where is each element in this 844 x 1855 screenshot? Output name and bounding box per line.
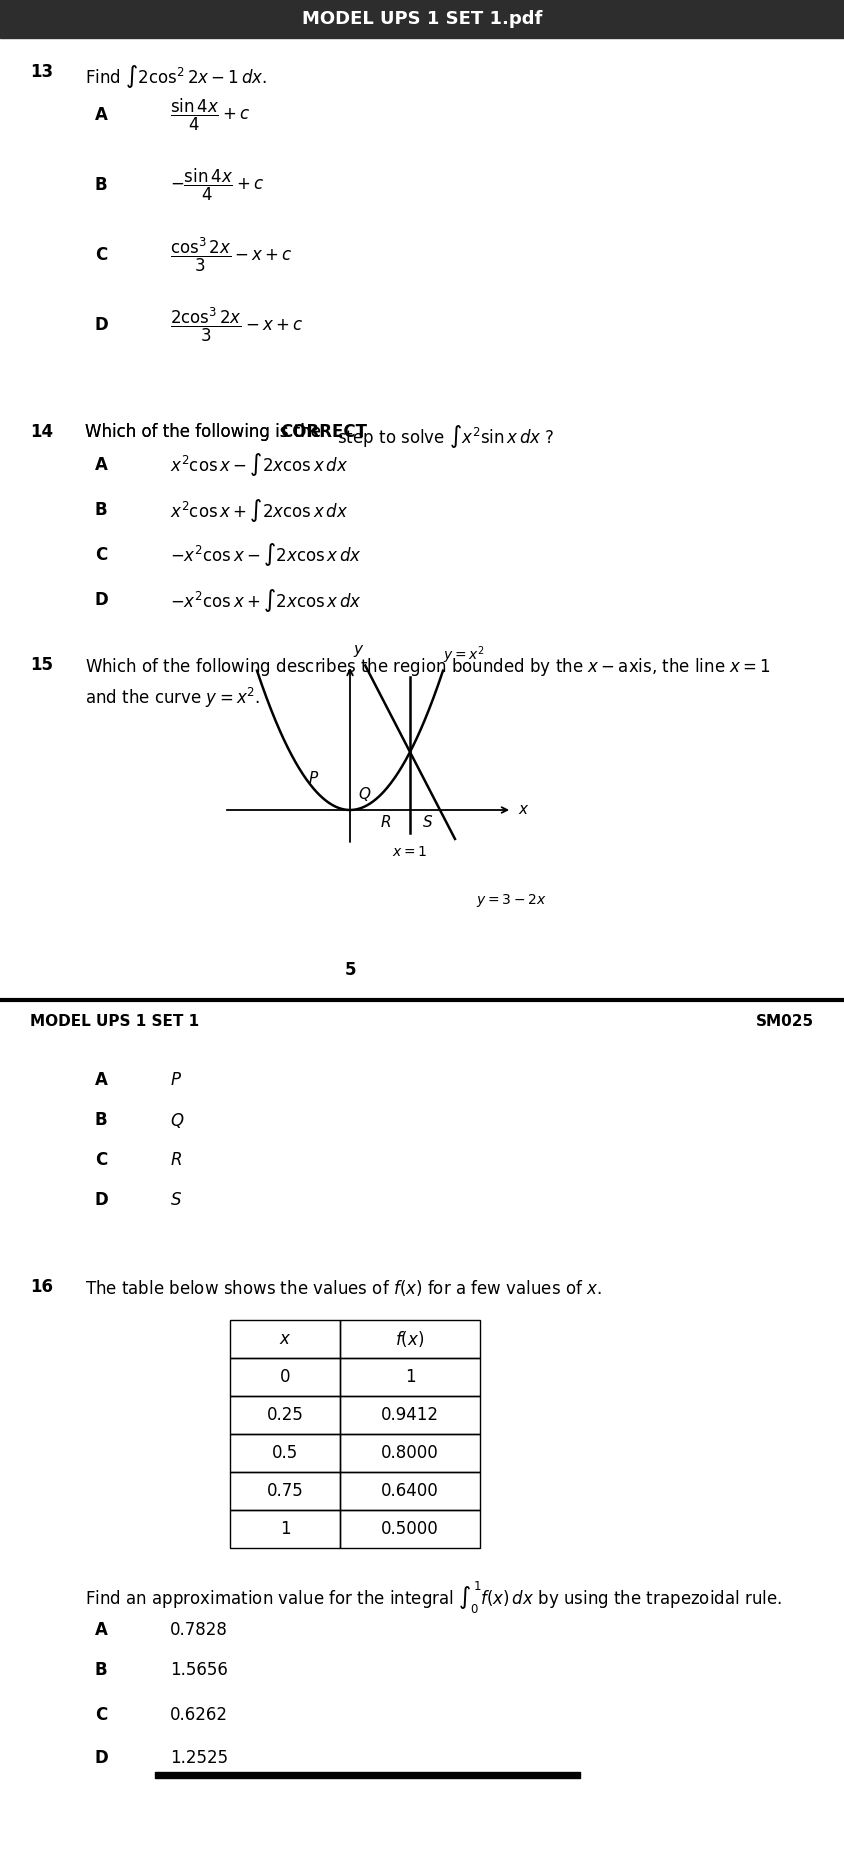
Text: B: B [95,501,108,519]
Bar [230,1434,340,1473]
Text: MODEL UPS 1 SET 1.pdf: MODEL UPS 1 SET 1.pdf [302,9,542,28]
Text: $-x^2\cos x-\int 2x\cos x\,dx$: $-x^2\cos x-\int 2x\cos x\,dx$ [170,542,362,568]
Text: $P$: $P$ [170,1070,182,1089]
Bar [340,1473,480,1510]
Text: 0.6400: 0.6400 [381,1482,439,1501]
Text: $Q$: $Q$ [359,785,371,803]
Text: Which of the following is the: Which of the following is the [85,423,327,441]
Text: $\dfrac{2\cos^3 2x}{3}-x+c$: $\dfrac{2\cos^3 2x}{3}-x+c$ [170,306,303,345]
Text: 1: 1 [279,1519,290,1538]
Text: D: D [95,592,109,608]
Text: 1.5656: 1.5656 [170,1660,228,1679]
Text: $y$: $y$ [353,644,365,659]
Text: $x$: $x$ [518,803,529,818]
Text: 5: 5 [344,961,356,979]
Text: C: C [95,1150,107,1169]
Text: SM025: SM025 [756,1015,814,1030]
Text: D: D [95,1749,109,1768]
Bar [340,1434,480,1473]
Text: 0.5000: 0.5000 [381,1519,439,1538]
Text: Which of the following is the: Which of the following is the [85,423,327,462]
Text: 15: 15 [30,657,53,673]
Text: $\dfrac{\cos^3 2x}{3}-x+c$: $\dfrac{\cos^3 2x}{3}-x+c$ [170,236,293,275]
Text: $x^2\cos x+\int 2x\cos x\,dx$: $x^2\cos x+\int 2x\cos x\,dx$ [170,497,349,523]
Text: 0.6262: 0.6262 [170,1707,228,1723]
Text: $y=x^2$: $y=x^2$ [443,644,484,666]
Text: 0.8000: 0.8000 [381,1443,439,1462]
Text: and the curve $y=x^2$.: and the curve $y=x^2$. [85,686,260,710]
Text: $R$: $R$ [381,814,392,829]
Text: A: A [95,1070,108,1089]
Text: Find $\int 2\cos^2 2x - 1\,dx$.: Find $\int 2\cos^2 2x - 1\,dx$. [85,63,267,91]
Text: $S$: $S$ [170,1191,182,1209]
Text: C: C [95,1707,107,1723]
Text: $-x^2\cos x+\int 2x\cos x\,dx$: $-x^2\cos x+\int 2x\cos x\,dx$ [170,586,362,614]
Text: $-\dfrac{\sin 4x}{4}+c$: $-\dfrac{\sin 4x}{4}+c$ [170,167,264,202]
Text: B: B [95,176,108,195]
Text: 0.9412: 0.9412 [381,1406,439,1425]
Text: $y=3-2x$: $y=3-2x$ [476,892,547,909]
Bar [340,1397,480,1434]
Text: step to solve $\int x^2 \sin x\,dx$ ?: step to solve $\int x^2 \sin x\,dx$ ? [333,423,555,451]
Text: 0: 0 [279,1367,290,1386]
Text: $R$: $R$ [170,1150,182,1169]
Text: $f(x)$: $f(x)$ [395,1328,425,1349]
Text: D: D [95,315,109,334]
Text: The table below shows the values of $f(x)$ for a few values of $x$.: The table below shows the values of $f(x… [85,1278,602,1298]
Text: 13: 13 [30,63,53,82]
Text: $x^2\cos x-\int 2x\cos x\,dx$: $x^2\cos x-\int 2x\cos x\,dx$ [170,451,349,479]
Text: A: A [95,106,108,124]
Bar [230,1321,340,1358]
Text: $x=1$: $x=1$ [392,844,428,859]
Text: $P$: $P$ [308,770,320,787]
Text: 16: 16 [30,1278,53,1297]
Text: 0.7828: 0.7828 [170,1621,228,1640]
Text: 1.2525: 1.2525 [170,1749,228,1768]
Text: $Q$: $Q$ [170,1111,185,1130]
Bar [230,1397,340,1434]
Bar [0,0,844,37]
Bar [340,1321,480,1358]
Text: A: A [95,1621,108,1640]
Text: CORRECT: CORRECT [280,423,367,441]
Text: 1: 1 [404,1367,415,1386]
Text: Which of the following describes the region bounded by the $x-$axis, the line $x: Which of the following describes the reg… [85,657,771,677]
Text: A: A [95,456,108,475]
Bar [340,1358,480,1397]
Text: 0.75: 0.75 [267,1482,303,1501]
Bar [340,1510,480,1549]
Text: $S$: $S$ [422,814,434,829]
Text: 14: 14 [30,423,53,441]
Text: MODEL UPS 1 SET 1: MODEL UPS 1 SET 1 [30,1015,199,1030]
Text: Find an approximation value for the integral $\int_0^1 f(x)\,dx$ by using the tr: Find an approximation value for the inte… [85,1580,782,1616]
Bar [230,1473,340,1510]
Text: B: B [95,1660,108,1679]
Text: D: D [95,1191,109,1209]
Bar [230,1510,340,1549]
Bar [230,1358,340,1397]
Text: C: C [95,247,107,263]
Text: $x$: $x$ [279,1330,291,1349]
Text: C: C [95,545,107,564]
Text: B: B [95,1111,108,1130]
Text: 0.5: 0.5 [272,1443,298,1462]
Text: $\dfrac{\sin 4x}{4}+c$: $\dfrac{\sin 4x}{4}+c$ [170,96,251,134]
Text: 0.25: 0.25 [267,1406,304,1425]
Text: Which of the following is the: Which of the following is the [85,423,327,441]
